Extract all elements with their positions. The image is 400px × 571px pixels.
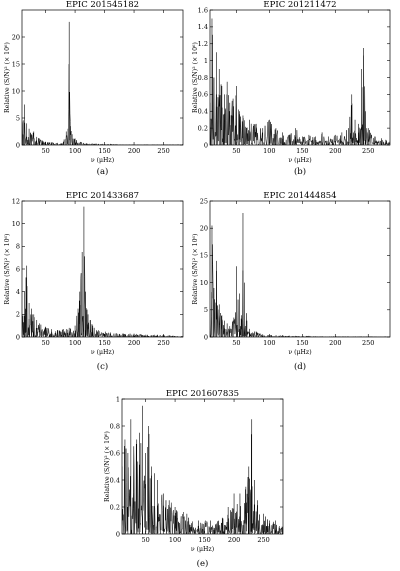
y-tick-label: 0.2	[198, 124, 208, 132]
spectrum-peaks	[122, 405, 283, 534]
panel-caption: (a)	[97, 166, 109, 177]
y-axis-label: Relative (S/N)² (× 10⁶)	[192, 42, 199, 113]
x-tick-label: 50	[232, 339, 240, 347]
chart-panel-3: EPIC 201444854 50 100 150 200 250 0 5 10 15 20 25 ν …	[192, 191, 391, 372]
panel-caption: (b)	[294, 166, 306, 177]
spectrum-peaks	[210, 18, 390, 145]
x-tick-label: 150	[198, 536, 210, 544]
y-tick-label: 0	[204, 333, 208, 341]
y-tick-label: 0.8	[198, 74, 208, 82]
x-axis-label: ν (μHz)	[288, 349, 311, 356]
y-axis-label: Relative (S/N)² (× 10⁶)	[4, 234, 11, 305]
chart-panel-2: EPIC 201433687 50 100 150 200 250 0 2 4 6 8 10 12 ν (…	[4, 191, 184, 372]
x-tick-label: 100	[69, 339, 81, 347]
x-tick-label: 100	[263, 147, 275, 155]
y-tick-label: 1.4	[198, 23, 208, 31]
y-tick-label: 0	[116, 530, 120, 538]
spectrum-line	[22, 256, 183, 337]
x-axis-label: ν (μHz)	[91, 349, 114, 356]
chart-panel-4: EPIC 201607835 50 100 150 200 250 0 0.2 0.4 0.6 0.…	[104, 389, 284, 569]
y-tick-label: 25	[200, 197, 208, 205]
x-tick-label: 50	[41, 339, 49, 347]
chart-panel-0: EPIC 201545182 50 100 150 200 250 0 5 10 15 20 ν (μ…	[4, 0, 184, 177]
y-tick-label: 12	[12, 197, 20, 205]
x-tick-label: 250	[362, 147, 374, 155]
y-tick-label: 8	[16, 243, 20, 251]
y-tick-label: 1	[116, 395, 120, 403]
x-tick-label: 200	[128, 339, 140, 347]
spectrum-line	[122, 433, 283, 534]
plot-frame	[21, 9, 184, 146]
x-tick-label: 50	[41, 147, 49, 155]
y-tick-label: 2	[16, 311, 20, 319]
plot-frame	[21, 200, 184, 338]
x-tick-label: 150	[98, 147, 110, 155]
y-tick-label: 4	[16, 288, 20, 296]
y-tick-label: 5	[16, 114, 20, 122]
y-tick-label: 0.6	[110, 449, 120, 457]
panel-caption: (e)	[197, 558, 209, 569]
x-axis-label: ν (μHz)	[91, 157, 114, 164]
chart-title: EPIC 201433687	[66, 191, 139, 201]
panel-caption: (c)	[97, 361, 108, 372]
spectrum-peaks	[22, 21, 183, 145]
x-tick-label: 250	[257, 536, 269, 544]
spectrum-line	[210, 244, 390, 337]
spectrum-peaks	[22, 206, 183, 337]
y-tick-label: 1.2	[198, 40, 208, 48]
plot-frame	[209, 200, 391, 338]
chart-title: EPIC 201444854	[263, 191, 336, 201]
x-tick-label: 150	[98, 339, 110, 347]
chart-title: EPIC 201607835	[166, 389, 239, 399]
spectrum-peaks	[210, 212, 390, 337]
x-tick-label: 250	[157, 339, 169, 347]
y-tick-label: 0	[16, 333, 20, 341]
chart-panel-1: EPIC 201211472 50 100 150 200 250 0 0.2 0.4 0.6 0.…	[192, 0, 391, 177]
plot-frame	[121, 398, 284, 535]
chart-title: EPIC 201211472	[263, 0, 336, 10]
y-tick-label: 0	[16, 141, 20, 149]
x-axis-label: ν (μHz)	[191, 546, 214, 553]
y-tick-label: 10	[200, 279, 208, 287]
y-tick-label: 0.6	[198, 91, 208, 99]
y-tick-label: 0.4	[110, 476, 120, 484]
y-tick-label: 20	[12, 33, 20, 41]
spectrum-line	[210, 34, 390, 145]
y-tick-label: 0.2	[110, 503, 120, 511]
x-tick-label: 200	[228, 536, 240, 544]
y-tick-label: 0.4	[198, 108, 208, 116]
y-tick-label: 0	[204, 141, 208, 149]
x-tick-label: 200	[329, 339, 341, 347]
chart-title: EPIC 201545182	[66, 0, 139, 10]
x-tick-label: 250	[362, 339, 374, 347]
x-tick-label: 150	[296, 147, 308, 155]
y-tick-label: 5	[204, 306, 208, 314]
x-axis-label: ν (μHz)	[288, 157, 311, 164]
y-tick-label: 15	[12, 60, 20, 68]
y-tick-label: 6	[16, 265, 20, 273]
x-tick-label: 50	[232, 147, 240, 155]
y-tick-label: 1.6	[198, 6, 208, 14]
y-tick-label: 0.8	[110, 422, 120, 430]
plot-frame	[209, 9, 391, 146]
panel-caption: (d)	[294, 361, 306, 372]
y-axis-label: Relative (S/N)² (× 10⁶)	[4, 42, 11, 113]
spectrum-line	[22, 64, 183, 145]
y-tick-label: 15	[200, 252, 208, 260]
x-tick-label: 200	[329, 147, 341, 155]
y-axis-label: Relative (S/N)² (× 10⁶)	[192, 234, 199, 305]
y-axis-label: Relative (S/N)² (× 10⁶)	[104, 431, 111, 502]
x-tick-label: 50	[141, 536, 149, 544]
x-tick-label: 100	[169, 536, 181, 544]
x-tick-label: 200	[128, 147, 140, 155]
x-tick-label: 250	[157, 147, 169, 155]
y-tick-label: 10	[12, 220, 20, 228]
x-tick-label: 100	[263, 339, 275, 347]
y-tick-label: 20	[200, 225, 208, 233]
x-tick-label: 100	[69, 147, 81, 155]
y-tick-label: 10	[12, 87, 20, 95]
y-tick-label: 1	[204, 57, 208, 65]
x-tick-label: 150	[296, 339, 308, 347]
